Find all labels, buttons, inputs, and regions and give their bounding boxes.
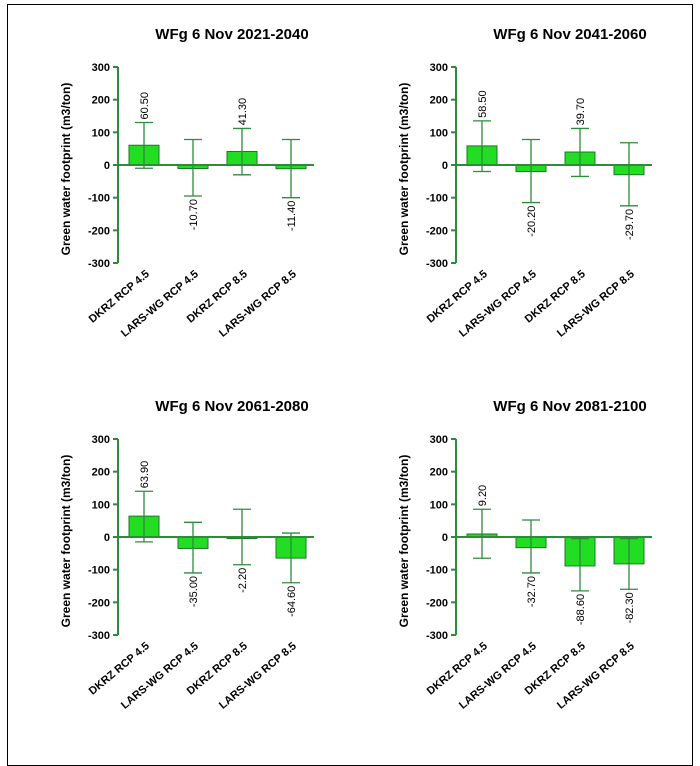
y-tick-label: 0: [442, 532, 448, 544]
y-tick-label: -100: [88, 565, 110, 577]
data-label: 63.90: [139, 461, 151, 489]
y-axis-label: Green water footprint (m3/ton): [397, 455, 411, 628]
chart-title: WFg 6 Nov 2061-2080: [155, 398, 308, 415]
chart-title: WFg 6 Nov 2081-2100: [493, 398, 646, 415]
y-axis-label: Green water footprint (m3/ton): [59, 455, 73, 628]
data-label: 39.70: [575, 98, 587, 126]
y-tick-label: 300: [430, 62, 448, 74]
y-tick-label: -300: [88, 630, 110, 642]
data-label: -64.60: [286, 586, 298, 617]
y-tick-label: 0: [104, 160, 110, 172]
y-tick-label: 300: [92, 62, 110, 74]
y-tick-label: 200: [92, 95, 110, 107]
y-tick-label: 300: [92, 434, 110, 446]
y-tick-label: 200: [430, 95, 448, 107]
y-tick-label: -200: [426, 597, 448, 609]
data-label: -29.70: [624, 209, 636, 240]
data-label: 41.30: [237, 98, 249, 126]
chart-panel: WFg 6 Nov 2061-2080 Green water footprint…: [59, 398, 314, 712]
chart-panel: WFg 6 Nov 2081-2100 Green water footprint…: [397, 398, 652, 712]
data-label: -11.40: [286, 201, 298, 231]
y-tick-label: -300: [88, 258, 110, 270]
data-label: -82.30: [624, 592, 636, 623]
y-tick-label: -300: [426, 630, 448, 642]
y-tick-label: 100: [92, 127, 110, 139]
y-axis-label: Green water footprint (m3/ton): [397, 83, 411, 256]
y-tick-label: -100: [426, 565, 448, 577]
data-label: -32.70: [526, 576, 538, 607]
y-tick-label: 100: [430, 499, 448, 511]
y-tick-label: -200: [88, 597, 110, 609]
y-tick-label: 100: [92, 499, 110, 511]
y-tick-label: 0: [442, 160, 448, 172]
data-label: 60.50: [139, 92, 151, 120]
y-tick-label: -100: [426, 193, 448, 205]
data-label: -10.70: [188, 199, 200, 230]
data-label: -35.00: [188, 576, 200, 607]
y-tick-label: 200: [92, 467, 110, 479]
data-label: 58.50: [477, 90, 489, 118]
data-label: -88.60: [575, 594, 587, 625]
y-axis-label: Green water footprint (m3/ton): [59, 83, 73, 256]
chart-title: WFg 6 Nov 2021-2040: [155, 26, 308, 43]
data-label: -20.20: [526, 206, 538, 237]
y-tick-label: 200: [430, 467, 448, 479]
data-label: 9.20: [477, 485, 489, 506]
chart-panel: WFg 6 Nov 2041-2060 Green water footprint…: [397, 26, 652, 340]
chart-title: WFg 6 Nov 2041-2060: [493, 26, 646, 43]
y-tick-label: 100: [430, 127, 448, 139]
chart-panel: WFg 6 Nov 2021-2040 Green water footprint…: [59, 26, 314, 340]
y-tick-label: -300: [426, 258, 448, 270]
y-tick-label: -200: [426, 225, 448, 237]
y-tick-label: 300: [430, 434, 448, 446]
y-tick-label: -100: [88, 193, 110, 205]
y-tick-label: -200: [88, 225, 110, 237]
data-label: -2.20: [237, 568, 249, 593]
y-tick-label: 0: [104, 532, 110, 544]
